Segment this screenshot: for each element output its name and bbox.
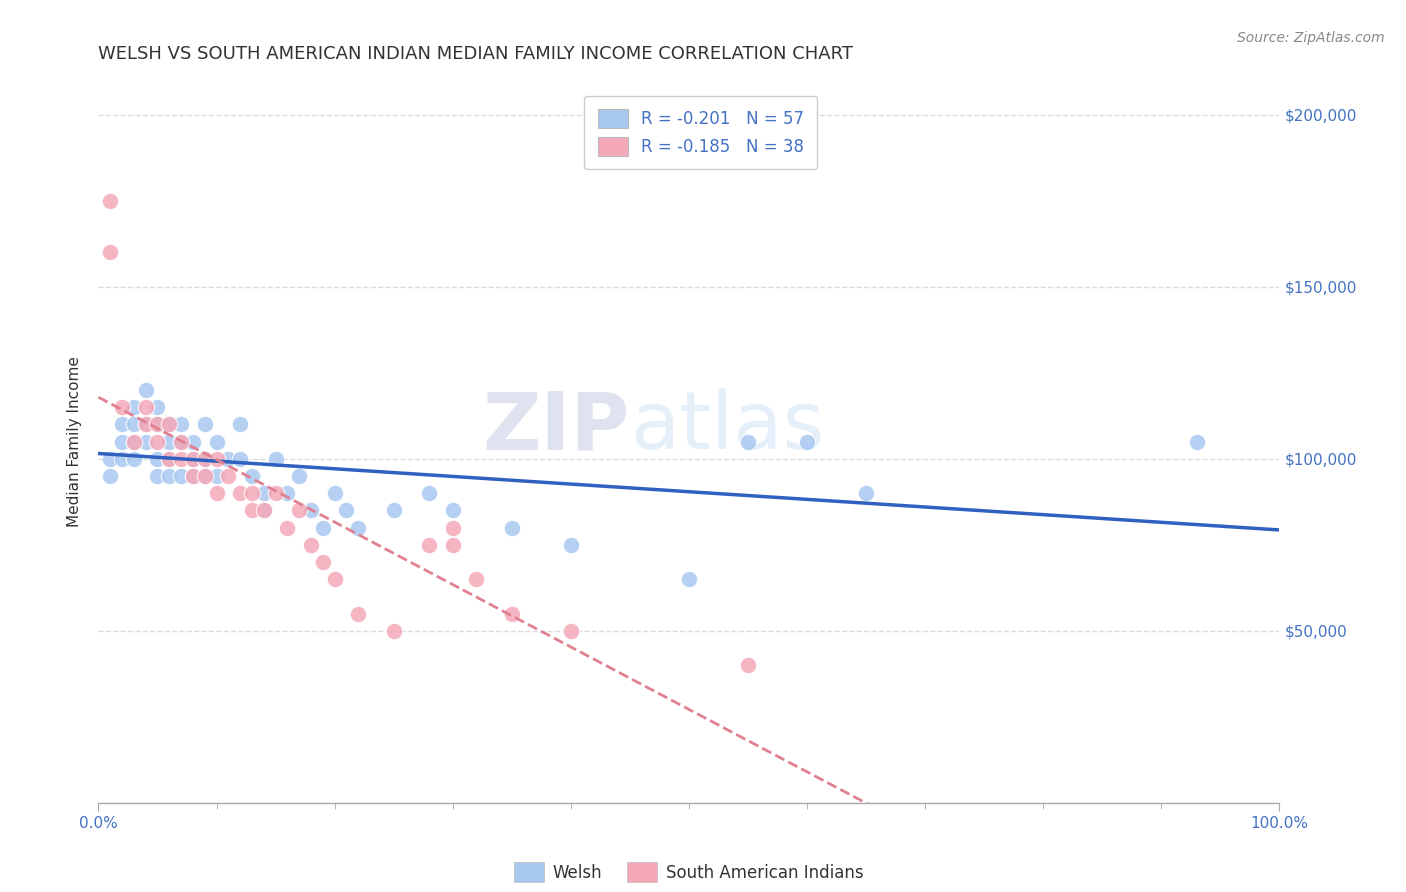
Point (122, 417, 145, 432)
Point (122, 451, 145, 466)
Point (678, 572, 700, 586)
Point (181, 469, 204, 483)
Point (111, 417, 134, 432)
Point (170, 451, 193, 466)
Point (312, 520, 335, 534)
Point (418, 538, 440, 552)
Point (560, 538, 582, 552)
Point (135, 383, 157, 397)
Point (194, 451, 217, 466)
Point (501, 607, 523, 621)
Point (229, 486, 252, 500)
Point (465, 572, 488, 586)
Text: atlas: atlas (630, 388, 824, 467)
Point (240, 469, 263, 483)
Point (157, 417, 180, 432)
Legend: R = -0.201   N = 57, R = -0.185   N = 38: R = -0.201 N = 57, R = -0.185 N = 38 (585, 95, 817, 169)
Point (382, 503, 405, 517)
Point (146, 451, 169, 466)
Point (205, 486, 228, 500)
Point (170, 469, 193, 483)
Point (560, 624, 582, 638)
Point (205, 451, 228, 466)
Point (146, 434, 169, 449)
Point (194, 469, 217, 483)
Point (122, 400, 145, 414)
Point (146, 417, 169, 432)
Point (194, 469, 217, 483)
Y-axis label: Median Family Income: Median Family Income (67, 356, 83, 527)
Point (264, 451, 287, 466)
Point (229, 417, 252, 432)
Point (111, 400, 134, 414)
Point (135, 400, 157, 414)
Point (205, 434, 228, 449)
Text: Source: ZipAtlas.com: Source: ZipAtlas.com (1237, 31, 1385, 45)
Point (229, 451, 252, 466)
Point (501, 520, 523, 534)
Point (181, 451, 204, 466)
Point (98, 245, 121, 260)
Point (418, 486, 440, 500)
Point (264, 486, 287, 500)
Point (855, 486, 877, 500)
Point (98, 194, 121, 208)
Point (796, 434, 818, 449)
Point (122, 434, 145, 449)
Point (737, 434, 759, 449)
Point (1185, 434, 1208, 449)
Point (217, 451, 239, 466)
Point (98, 469, 121, 483)
Point (347, 607, 370, 621)
Point (98, 451, 121, 466)
Point (146, 400, 169, 414)
Point (382, 624, 405, 638)
Point (170, 434, 193, 449)
Point (335, 503, 357, 517)
Point (111, 434, 134, 449)
Point (135, 417, 157, 432)
Point (217, 469, 239, 483)
Point (299, 503, 322, 517)
Point (205, 469, 228, 483)
Point (111, 451, 134, 466)
Point (194, 417, 217, 432)
Point (194, 451, 217, 466)
Point (323, 572, 346, 586)
Point (253, 503, 276, 517)
Point (157, 469, 180, 483)
Text: WELSH VS SOUTH AMERICAN INDIAN MEDIAN FAMILY INCOME CORRELATION CHART: WELSH VS SOUTH AMERICAN INDIAN MEDIAN FA… (98, 45, 853, 63)
Point (181, 469, 204, 483)
Point (181, 451, 204, 466)
Point (312, 555, 335, 569)
Point (135, 417, 157, 432)
Point (157, 451, 180, 466)
Text: ZIP: ZIP (482, 388, 630, 467)
Point (288, 503, 311, 517)
Point (276, 486, 298, 500)
Point (240, 503, 263, 517)
Point (253, 503, 276, 517)
Point (170, 417, 193, 432)
Point (737, 658, 759, 673)
Point (146, 417, 169, 432)
Point (157, 451, 180, 466)
Point (276, 520, 298, 534)
Point (146, 469, 169, 483)
Point (441, 538, 464, 552)
Point (347, 520, 370, 534)
Point (170, 434, 193, 449)
Point (441, 520, 464, 534)
Point (253, 486, 276, 500)
Point (323, 486, 346, 500)
Point (288, 469, 311, 483)
Point (441, 503, 464, 517)
Point (157, 434, 180, 449)
Point (135, 434, 157, 449)
Point (240, 486, 263, 500)
Point (122, 434, 145, 449)
Point (157, 417, 180, 432)
Point (299, 538, 322, 552)
Point (181, 434, 204, 449)
